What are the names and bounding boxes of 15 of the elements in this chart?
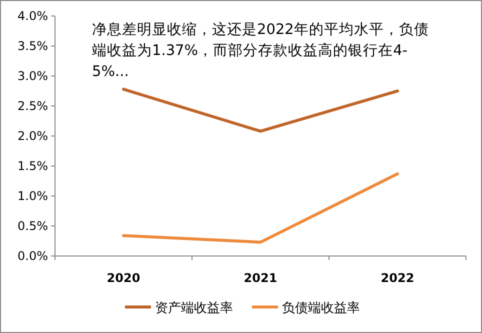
x-tick-label: 2022 — [380, 271, 414, 285]
y-tick-label: 4.0% — [18, 9, 48, 23]
y-tick-label: 2.5% — [18, 99, 48, 113]
y-tick-label: 1.0% — [18, 189, 48, 203]
legend-label: 资产端收益率 — [155, 300, 233, 316]
y-tick-label: 2.0% — [18, 129, 48, 143]
y-tick-label: 0.5% — [18, 219, 48, 233]
x-tick-label: 2020 — [106, 271, 140, 285]
y-tick-label: 3.5% — [18, 39, 48, 53]
legend-label: 负债端收益率 — [282, 300, 360, 316]
y-tick-label: 0.0% — [18, 249, 48, 263]
annotation: 净息差明显收缩，这还是2022年的平均水平，负债端收益为1.37%，而部分存款收益高的银行在4-5%... — [92, 21, 430, 82]
y-tick-label: 1.5% — [18, 159, 48, 173]
y-tick-label: 3.0% — [18, 69, 48, 83]
x-tick-label: 2021 — [244, 271, 278, 285]
